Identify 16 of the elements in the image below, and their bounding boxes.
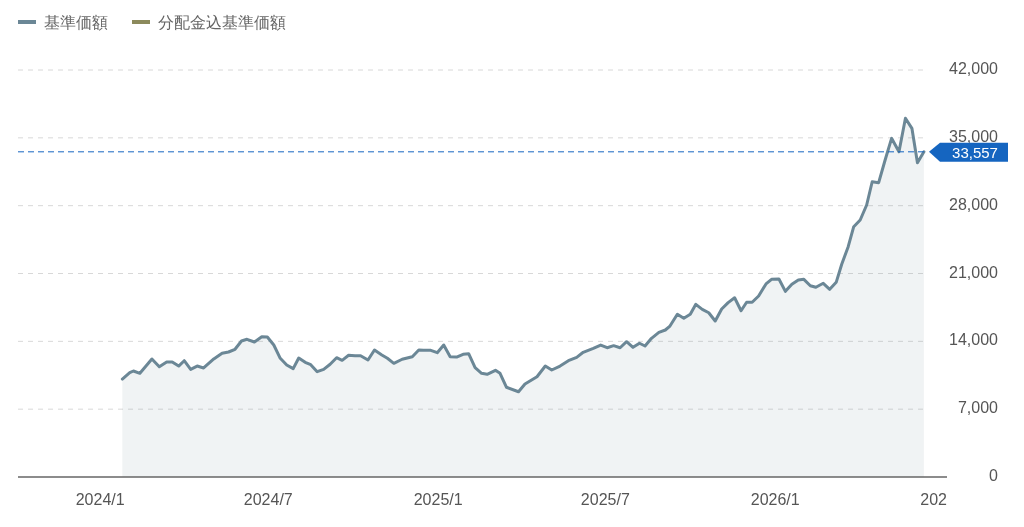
y-tick-label: 35,000 <box>949 127 999 145</box>
y-tick-label: 42,000 <box>949 60 999 77</box>
ref-line-label: 33,557 <box>952 143 998 161</box>
legend-label: 基準価額 <box>44 14 108 31</box>
y-tick-label: 21,000 <box>949 263 999 281</box>
x-tick-label: 2025/1 <box>413 491 463 508</box>
y-tick-label: 14,000 <box>949 331 999 349</box>
y-tick-label: 28,000 <box>949 195 999 213</box>
x-tick-label: 2026/1 <box>750 491 800 508</box>
y-tick-label: 7,000 <box>957 399 999 417</box>
x-tick-label: 202 <box>920 491 948 508</box>
legend-label: 分配金込基準価額 <box>158 14 286 31</box>
x-tick-label: 2024/1 <box>75 491 125 508</box>
x-tick-label: 2024/7 <box>243 491 293 508</box>
y-tick-label: 0 <box>989 467 999 484</box>
x-tick-label: 2025/7 <box>580 491 630 508</box>
